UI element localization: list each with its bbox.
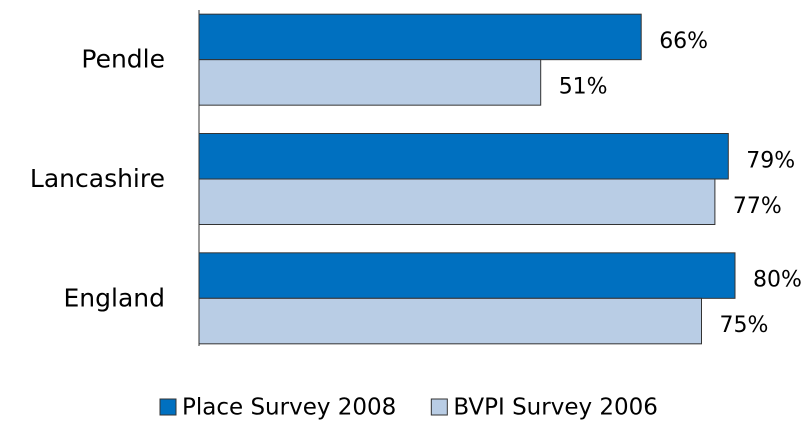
value-label: 77% xyxy=(733,194,782,219)
bar xyxy=(198,133,729,180)
bar xyxy=(198,13,642,61)
bar xyxy=(198,297,702,345)
bar xyxy=(198,178,716,225)
category-label: Pendle xyxy=(81,45,165,74)
legend-swatch xyxy=(430,398,448,416)
value-label: 75% xyxy=(720,313,769,338)
value-label: 51% xyxy=(559,74,608,99)
legend-swatch xyxy=(159,398,177,416)
category-label: Lancashire xyxy=(30,164,165,193)
bar xyxy=(198,252,736,299)
legend-label: BVPI Survey 2006 xyxy=(453,395,658,421)
value-label: 80% xyxy=(753,268,802,293)
category-label: England xyxy=(64,283,166,312)
legend-label: Place Survey 2008 xyxy=(182,395,396,421)
bar xyxy=(198,59,542,106)
value-label: 66% xyxy=(659,29,708,54)
value-label: 79% xyxy=(746,148,795,173)
